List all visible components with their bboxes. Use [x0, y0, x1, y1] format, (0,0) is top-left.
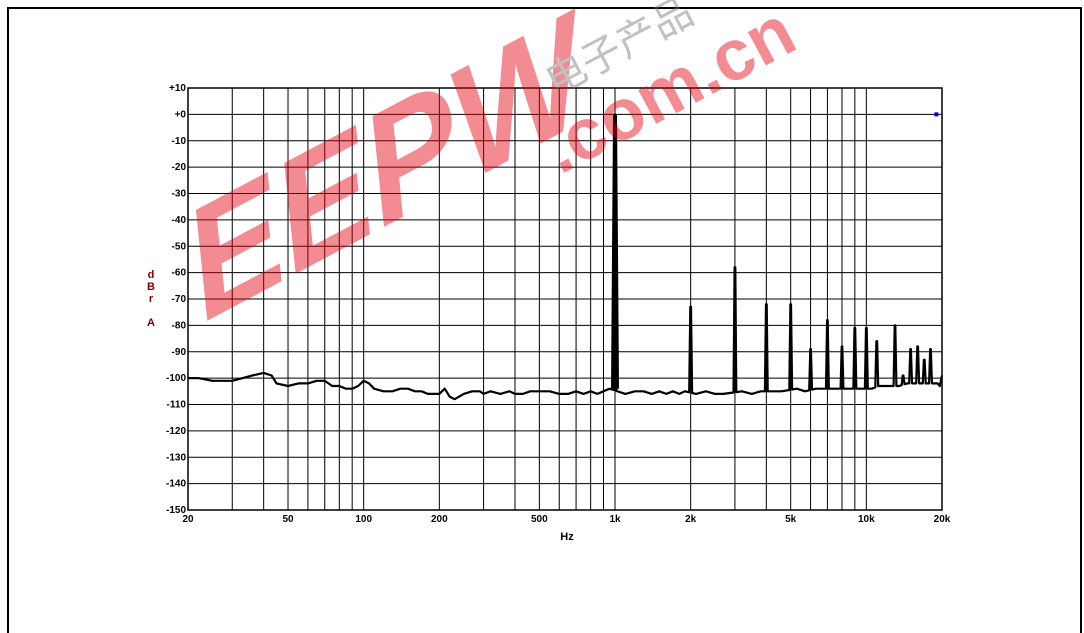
- y-tick-label: -120: [166, 426, 186, 437]
- y-tick-label: -20: [172, 162, 187, 173]
- x-tick-label: 50: [282, 514, 294, 525]
- y-tick-label: -40: [172, 215, 187, 226]
- y-tick-label: -140: [166, 479, 186, 490]
- y-tick-label: -60: [172, 268, 187, 279]
- y-tick-label: -130: [166, 452, 186, 463]
- y-tick-label: -90: [172, 347, 187, 358]
- y-tick-label: -150: [166, 505, 186, 516]
- fundamental-peak: [611, 114, 620, 389]
- y-tick-label: -80: [172, 320, 187, 331]
- y-tick-labels: +10 +0 -10 -20 -30 -40 -50 -60 -70 -80 -90 -100 -110…: [166, 83, 186, 516]
- y-axis-title-letter: B: [147, 281, 155, 293]
- y-axis-title-letter: r: [149, 293, 154, 305]
- x-tick-label: 2k: [685, 514, 697, 525]
- marker-point: [934, 112, 939, 117]
- x-tick-label: 1k: [609, 514, 621, 525]
- chart-frame: [7, 7, 1082, 633]
- x-tick-label: 200: [431, 514, 448, 525]
- x-axis-title: Hz: [560, 531, 574, 543]
- y-tick-label: +0: [175, 109, 187, 120]
- x-tick-label: 500: [531, 514, 548, 525]
- y-axis-title-letter: A: [147, 317, 155, 329]
- grid-lines: [187, 87, 943, 511]
- series-layer: [188, 112, 944, 401]
- y-tick-label: -10: [172, 136, 187, 147]
- y-tick-label: -30: [172, 189, 187, 200]
- series-line: [188, 113, 944, 401]
- y-tick-label: -110: [167, 400, 187, 411]
- plot-border: [187, 87, 943, 511]
- x-tick-labels: 20 50 100 200 500 1k 2k 5k 10k 20k: [182, 514, 950, 525]
- y-tick-label: +10: [169, 83, 186, 94]
- y-tick-label: -50: [172, 241, 187, 252]
- x-tick-label: 100: [355, 514, 372, 525]
- y-tick-label: -100: [166, 373, 186, 384]
- x-tick-label: 20k: [934, 514, 951, 525]
- x-tick-label: 5k: [785, 514, 797, 525]
- y-tick-label: -70: [172, 294, 187, 305]
- x-tick-label: 10k: [858, 514, 875, 525]
- x-tick-label: 20: [182, 514, 194, 525]
- y-axis-title-letter: d: [148, 269, 155, 281]
